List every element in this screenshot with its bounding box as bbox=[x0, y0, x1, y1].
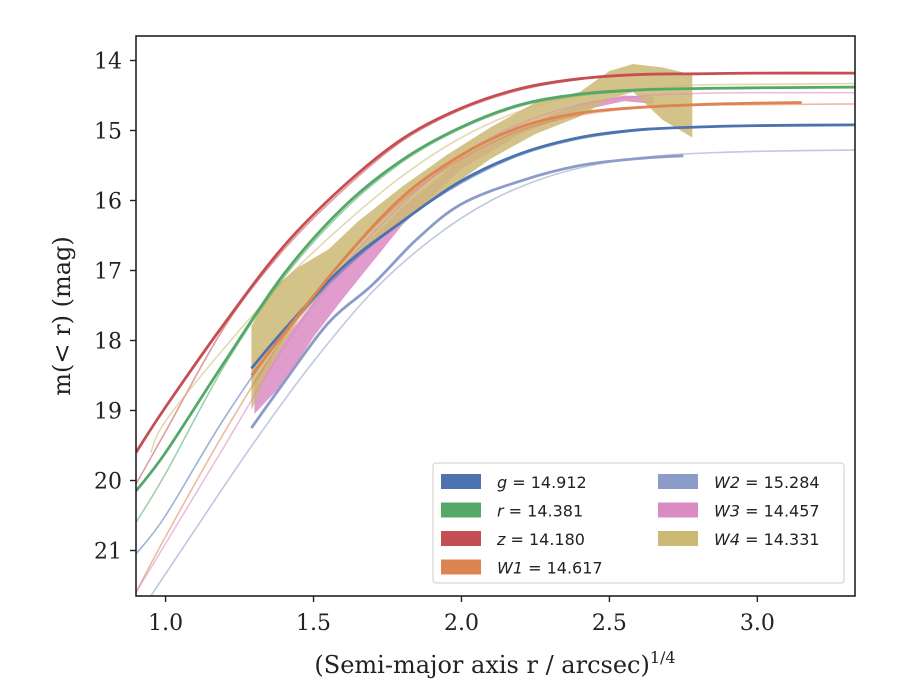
data-curves bbox=[136, 71, 855, 492]
data-curve-w2 bbox=[250, 154, 684, 429]
y-tick-label: 15 bbox=[94, 120, 122, 145]
legend-swatch-w2 bbox=[658, 474, 698, 489]
legend-label-w2: W2 = 15.284 bbox=[714, 473, 820, 492]
x-tick-label: 2.5 bbox=[592, 611, 627, 636]
model-curve-w3 bbox=[136, 91, 855, 593]
y-tick-label: 18 bbox=[94, 330, 122, 355]
legend-item-r: r = 14.381 bbox=[441, 502, 583, 521]
x-tick-label: 3.0 bbox=[740, 611, 775, 636]
legend-item-w4: W4 = 14.331 bbox=[658, 530, 820, 549]
x-axis-label-main: (Semi-major axis r / arcsec) bbox=[314, 651, 649, 679]
legend-swatch-w1 bbox=[441, 559, 481, 575]
y-axis-label: m(< r) (mag) bbox=[48, 236, 76, 395]
data-curve-w1 bbox=[250, 101, 802, 377]
x-axis-ticks: 1.0 1.5 2.0 2.5 3.0 bbox=[148, 596, 775, 636]
y-tick-label: 19 bbox=[94, 400, 122, 425]
legend-label-r: r = 14.381 bbox=[497, 502, 583, 521]
x-tick-label: 1.0 bbox=[148, 611, 183, 636]
y-axis-ticks: 14 15 16 17 18 19 20 21 bbox=[94, 50, 136, 565]
y-tick-label: 20 bbox=[94, 470, 122, 495]
legend-swatch-r bbox=[441, 502, 481, 518]
legend-label-z: z = 14.180 bbox=[496, 530, 585, 549]
band-w4 bbox=[251, 64, 693, 411]
legend-box bbox=[432, 462, 845, 584]
x-tick-label: 1.5 bbox=[296, 611, 331, 636]
legend-label-w3: W3 = 14.457 bbox=[714, 502, 820, 521]
legend-swatch-g bbox=[441, 474, 481, 489]
legend-label-w1: W1 = 14.617 bbox=[497, 559, 603, 578]
data-curve-z bbox=[136, 71, 855, 454]
legend-label-g: g = 14.912 bbox=[497, 473, 587, 492]
legend-item-w1: W1 = 14.617 bbox=[441, 559, 603, 578]
y-tick-label: 17 bbox=[94, 260, 122, 285]
legend-swatch-z bbox=[441, 531, 481, 546]
y-tick-label: 16 bbox=[94, 190, 122, 215]
plot-frame bbox=[135, 35, 856, 597]
x-tick-label: 2.0 bbox=[444, 611, 479, 636]
uncertainty-bands bbox=[251, 64, 693, 414]
y-tick-label: 21 bbox=[94, 540, 122, 565]
legend-item-w3: W3 = 14.457 bbox=[658, 502, 820, 521]
legend-swatch-w3 bbox=[658, 502, 698, 518]
model-curve-w4 bbox=[150, 82, 855, 453]
legend-item-g: g = 14.912 bbox=[441, 473, 587, 492]
x-axis-label-exponent: 1/4 bbox=[650, 648, 676, 667]
data-curve-r bbox=[136, 85, 855, 492]
legend-label-w4: W4 = 14.331 bbox=[714, 530, 820, 549]
legend-swatch-w4 bbox=[658, 531, 698, 546]
x-axis-label: (Semi-major axis r / arcsec)1/4 bbox=[314, 648, 675, 679]
data-curve-g bbox=[250, 123, 855, 370]
legend-item-z: z = 14.180 bbox=[441, 530, 585, 549]
y-tick-label: 14 bbox=[94, 50, 122, 75]
model-curve-w2 bbox=[150, 149, 855, 596]
legend-item-w2: W2 = 15.284 bbox=[658, 473, 820, 492]
legend: g = 14.912 r = 14.381 z = 14.180 W1 = 14.61… bbox=[432, 462, 845, 584]
